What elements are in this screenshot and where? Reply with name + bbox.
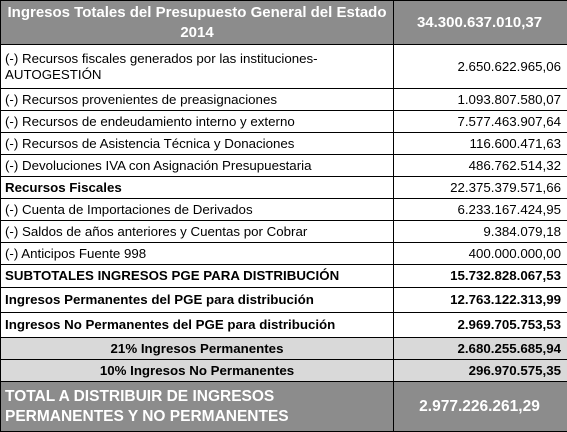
table-row: (-) Recursos fiscales generados por las … — [0, 44, 567, 89]
row-value: 486.762.514,32 — [393, 154, 567, 177]
table-row: (-) Saldos de años anteriores y Cuentas … — [0, 220, 567, 243]
table-row: (-) Recursos provenientes de preasignaci… — [0, 88, 567, 111]
subtotal-label: SUBTOTALES INGRESOS PGE PARA DISTRIBUCIÓ… — [0, 264, 394, 288]
pct21-value: 2.680.255.685,94 — [393, 337, 567, 360]
header-value: 34.300.637.010,37 — [393, 0, 567, 45]
row-value: 1.093.807.580,07 — [393, 88, 567, 111]
row-label: (-) Saldos de años anteriores y Cuentas … — [0, 220, 394, 243]
no-permanentes-row: Ingresos No Permanentes del PGE para dis… — [0, 312, 567, 338]
table-row: Recursos Fiscales 22.375.379.571,66 — [0, 176, 567, 199]
permanentes-row: Ingresos Permanentes del PGE para distri… — [0, 287, 567, 313]
no-permanentes-label: Ingresos No Permanentes del PGE para dis… — [0, 312, 394, 338]
permanentes-value: 12.763.122.313,99 — [393, 287, 567, 313]
pct10-value: 296.970.575,35 — [393, 359, 567, 382]
header-title: Ingresos Totales del Presupuesto General… — [0, 0, 394, 45]
row-label: Recursos Fiscales — [0, 176, 394, 199]
pct21-row: 21% Ingresos Permanentes 2.680.255.685,9… — [0, 337, 567, 360]
pct10-label: 10% Ingresos No Permanentes — [0, 359, 394, 382]
row-value: 6.233.167.424,95 — [393, 198, 567, 221]
table-row: (-) Devoluciones IVA con Asignación Pres… — [0, 154, 567, 177]
row-value: 2.650.622.965,06 — [393, 44, 567, 89]
row-label: (-) Cuenta de Importaciones de Derivados — [0, 198, 394, 221]
row-value: 7.577.463.907,64 — [393, 110, 567, 133]
table-row: (-) Cuenta de Importaciones de Derivados… — [0, 198, 567, 221]
row-label: (-) Recursos de endeudamiento interno y … — [0, 110, 394, 133]
total-label: TOTAL A DISTRIBUIR DE INGRESOS PERMANENT… — [0, 381, 394, 432]
row-value: 9.384.079,18 — [393, 220, 567, 243]
row-value: 116.600.471,63 — [393, 132, 567, 155]
no-permanentes-value: 2.969.705.753,53 — [393, 312, 567, 338]
row-value: 22.375.379.571,66 — [393, 176, 567, 199]
header-row: Ingresos Totales del Presupuesto General… — [0, 0, 567, 45]
total-row: TOTAL A DISTRIBUIR DE INGRESOS PERMANENT… — [0, 381, 567, 432]
subtotal-row: SUBTOTALES INGRESOS PGE PARA DISTRIBUCIÓ… — [0, 264, 567, 288]
row-label: (-) Anticipos Fuente 998 — [0, 242, 394, 265]
table-row: (-) Recursos de Asistencia Técnica y Don… — [0, 132, 567, 155]
permanentes-label: Ingresos Permanentes del PGE para distri… — [0, 287, 394, 313]
row-label: (-) Recursos fiscales generados por las … — [0, 44, 394, 89]
row-value: 400.000.000,00 — [393, 242, 567, 265]
row-label: (-) Devoluciones IVA con Asignación Pres… — [0, 154, 394, 177]
row-label: (-) Recursos de Asistencia Técnica y Don… — [0, 132, 394, 155]
table-row: (-) Recursos de endeudamiento interno y … — [0, 110, 567, 133]
pct10-row: 10% Ingresos No Permanentes 296.970.575,… — [0, 359, 567, 382]
table-row: (-) Anticipos Fuente 998 400.000.000,00 — [0, 242, 567, 265]
subtotal-value: 15.732.828.067,53 — [393, 264, 567, 288]
row-label: (-) Recursos provenientes de preasignaci… — [0, 88, 394, 111]
pct21-label: 21% Ingresos Permanentes — [0, 337, 394, 360]
total-value: 2.977.226.261,29 — [393, 381, 567, 432]
